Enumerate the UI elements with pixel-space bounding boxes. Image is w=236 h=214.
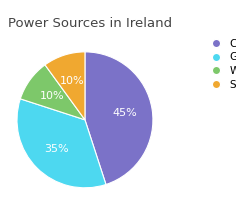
Text: Power Sources in Ireland: Power Sources in Ireland bbox=[8, 16, 173, 30]
Wedge shape bbox=[20, 65, 85, 120]
Legend: Coal, Gas, Wind, Solar: Coal, Gas, Wind, Solar bbox=[203, 37, 236, 92]
Wedge shape bbox=[45, 52, 85, 120]
Wedge shape bbox=[17, 99, 106, 188]
Text: 45%: 45% bbox=[113, 108, 138, 119]
Text: 35%: 35% bbox=[44, 144, 68, 154]
Text: 10%: 10% bbox=[60, 76, 85, 86]
Wedge shape bbox=[85, 52, 153, 184]
Text: 10%: 10% bbox=[40, 91, 64, 101]
